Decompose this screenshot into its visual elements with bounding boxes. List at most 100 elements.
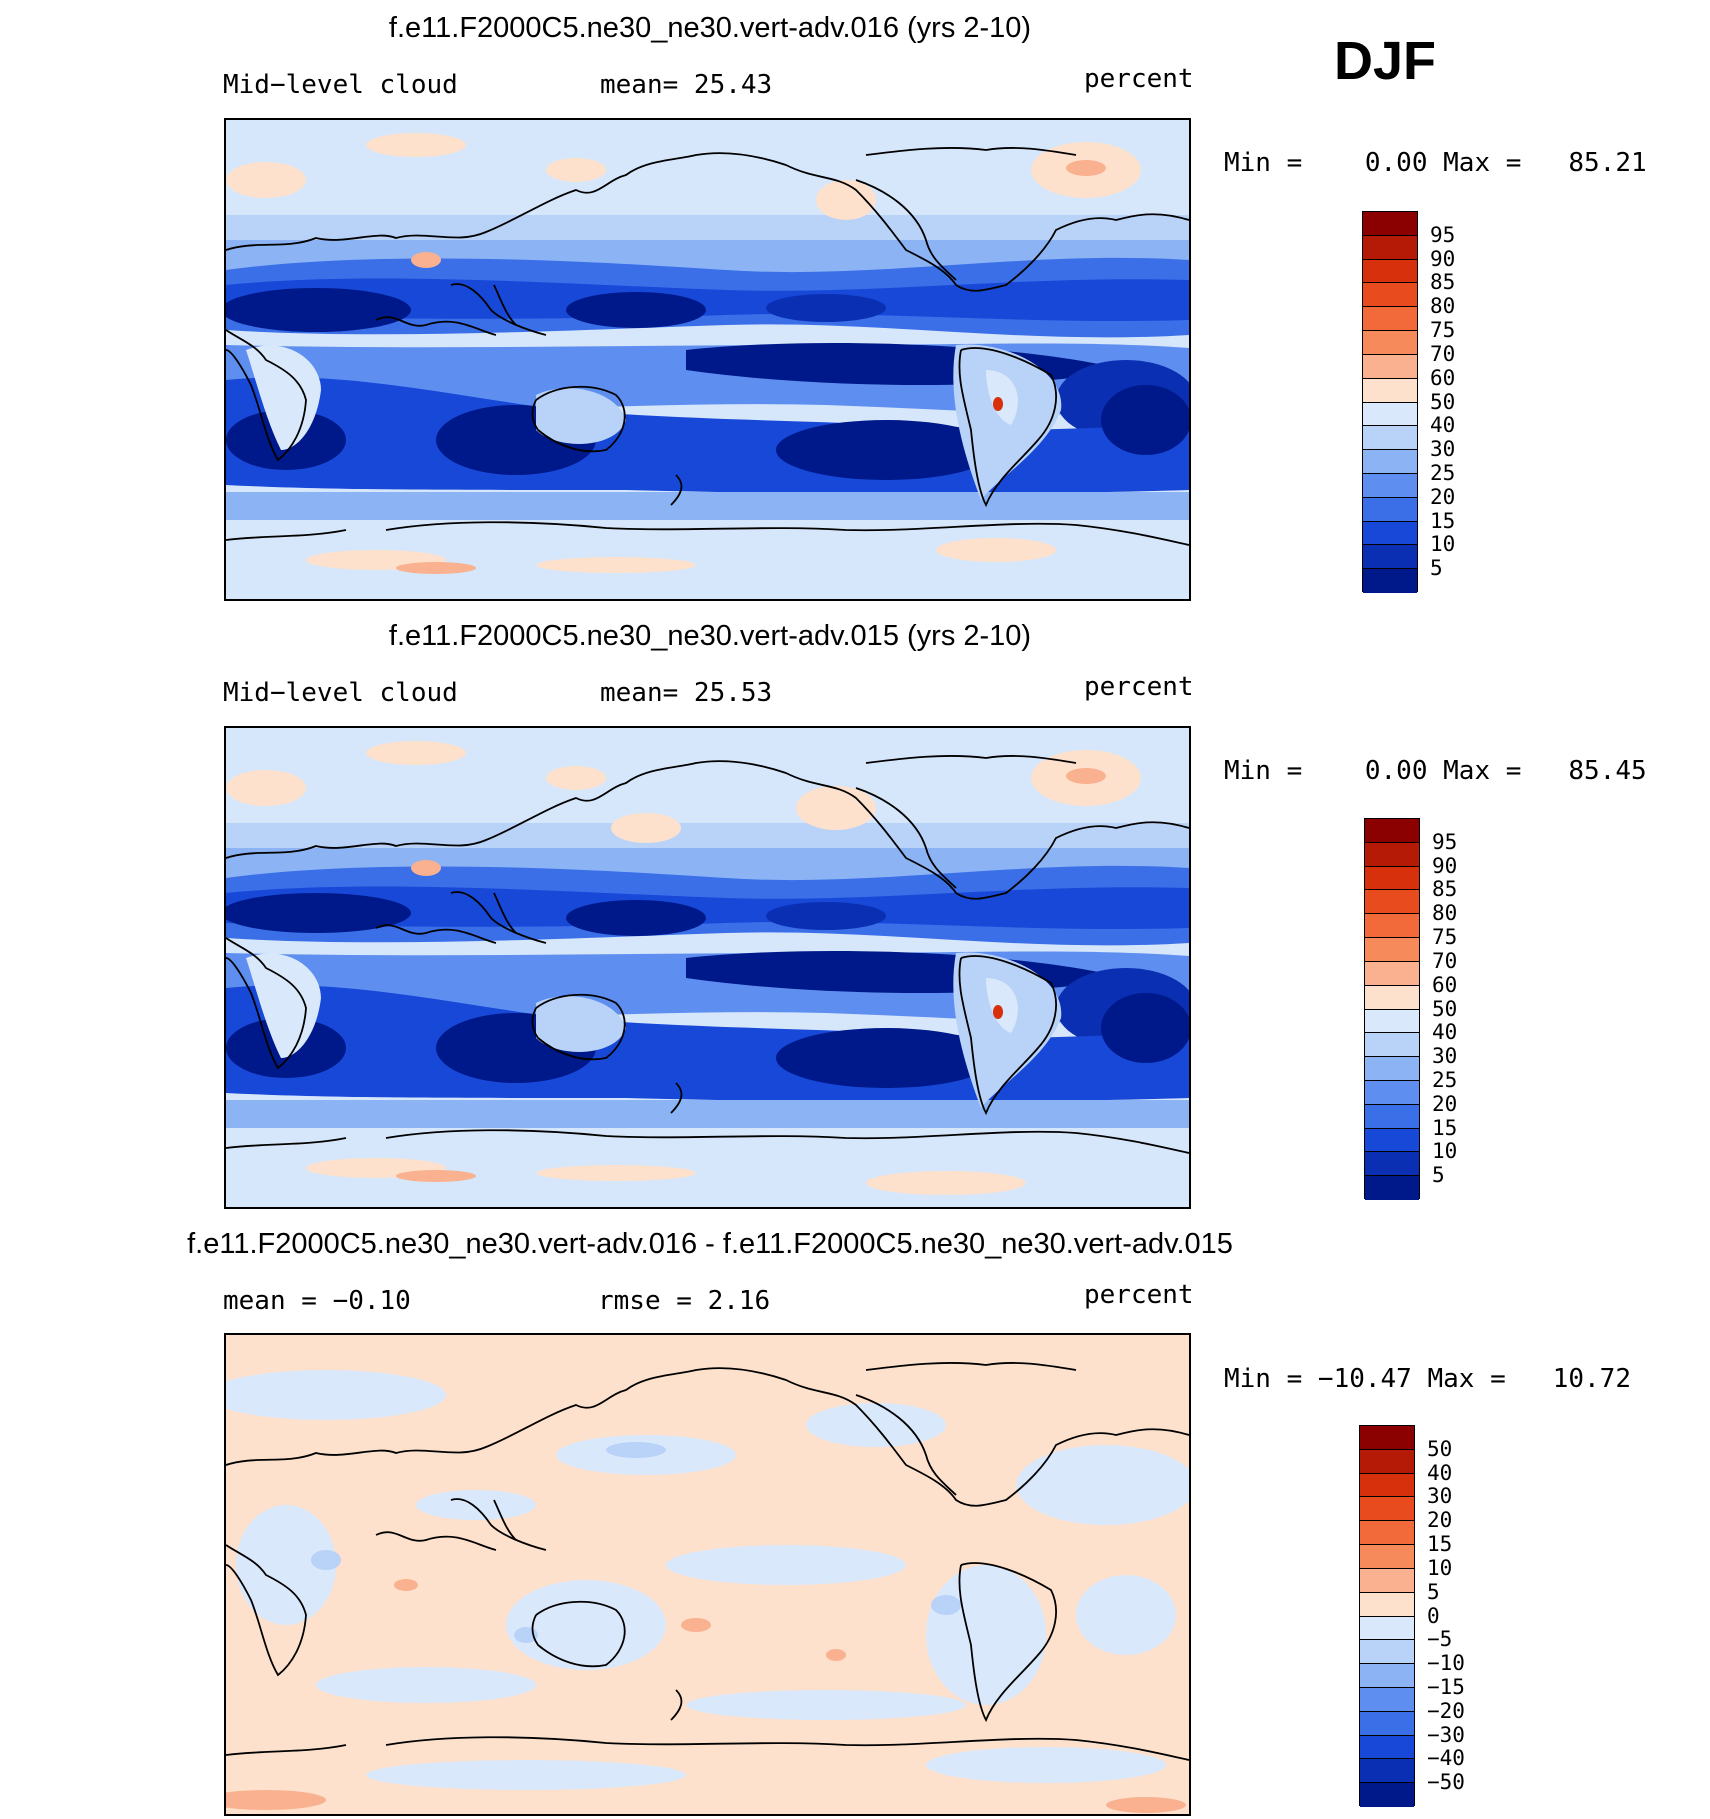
colorbar-swatch <box>1360 1426 1414 1450</box>
colorbar-swatch <box>1365 1009 1419 1034</box>
panel-1-mean-label: mean= 25.43 <box>600 70 773 100</box>
panel-1-colorbar-labels: 95 90 85 80 75 70 60 50 40 30 25 20 15 10 5 <box>1430 211 1510 592</box>
colorbar-swatch <box>1363 521 1417 546</box>
colorbar-tick-label: 40 <box>1427 1460 1453 1485</box>
panel-1-map <box>224 118 1191 601</box>
panel-2-units-label: percent <box>1084 672 1194 702</box>
colorbar-tick-label: 85 <box>1432 877 1458 902</box>
colorbar-swatch <box>1365 1057 1419 1081</box>
colorbar-swatch <box>1365 1152 1419 1177</box>
colorbar-tick-label: 75 <box>1430 318 1456 343</box>
colorbar-swatch <box>1360 1497 1414 1522</box>
colorbar-swatch <box>1360 1568 1414 1593</box>
colorbar-tick-label: 10 <box>1430 532 1456 557</box>
colorbar-tick-label: −15 <box>1427 1674 1465 1699</box>
panel-1-minmax: Min = 0.00 Max = 85.21 <box>1224 148 1647 178</box>
colorbar-swatch <box>1365 985 1419 1010</box>
panel-3-map-canvas <box>226 1335 1189 1814</box>
colorbar-swatch <box>1363 497 1417 522</box>
colorbar-tick-label: 15 <box>1430 508 1456 533</box>
colorbar-tick-label: 30 <box>1427 1484 1453 1509</box>
panel-2-colorbar-labels: 95 90 85 80 75 70 60 50 40 30 25 20 15 10 5 <box>1432 818 1512 1199</box>
colorbar-swatch <box>1365 1104 1419 1129</box>
colorbar-swatch <box>1363 212 1417 236</box>
colorbar-swatch <box>1365 1176 1419 1200</box>
panel-2-map-canvas <box>226 728 1189 1207</box>
colorbar-tick-label: 5 <box>1432 1163 1445 1188</box>
colorbar-swatch <box>1363 283 1417 308</box>
colorbar-tick-label: −50 <box>1427 1770 1465 1795</box>
panel-2-title: f.e11.F2000C5.ne30_ne30.vert-adv.015 (yr… <box>388 620 1032 652</box>
panel-2-colorbar <box>1364 818 1420 1200</box>
panel-3-minmax: Min = −10.47 Max = 10.72 <box>1224 1364 1631 1394</box>
colorbar-swatch <box>1365 1128 1419 1153</box>
colorbar-swatch <box>1360 1616 1414 1641</box>
colorbar-swatch <box>1363 354 1417 379</box>
colorbar-tick-label: 60 <box>1430 365 1456 390</box>
colorbar-tick-label: 15 <box>1427 1532 1453 1557</box>
colorbar-swatch <box>1365 890 1419 915</box>
colorbar-tick-label: 20 <box>1432 1091 1458 1116</box>
colorbar-swatch <box>1360 1521 1414 1546</box>
colorbar-swatch <box>1360 1473 1414 1498</box>
colorbar-swatch <box>1365 819 1419 843</box>
colorbar-swatch <box>1363 402 1417 427</box>
colorbar-tick-label: 0 <box>1427 1603 1440 1628</box>
colorbar-swatch <box>1363 545 1417 570</box>
colorbar-tick-label: 5 <box>1427 1579 1440 1604</box>
colorbar-swatch <box>1360 1759 1414 1784</box>
colorbar-tick-label: 50 <box>1427 1436 1453 1461</box>
colorbar-tick-label: −40 <box>1427 1746 1465 1771</box>
colorbar-swatch <box>1360 1640 1414 1665</box>
panel-1-units-label: percent <box>1084 64 1194 94</box>
colorbar-tick-label: 90 <box>1432 853 1458 878</box>
colorbar-swatch <box>1360 1592 1414 1617</box>
colorbar-swatch <box>1365 1033 1419 1058</box>
colorbar-swatch <box>1363 450 1417 474</box>
colorbar-swatch <box>1360 1449 1414 1474</box>
panel-1-colorbar <box>1362 211 1418 593</box>
colorbar-swatch <box>1363 426 1417 451</box>
colorbar-tick-label: 75 <box>1432 925 1458 950</box>
panel-3-units-label: percent <box>1084 1280 1194 1310</box>
colorbar-swatch <box>1363 569 1417 593</box>
panel-2-mean-label: mean= 25.53 <box>600 678 773 708</box>
panel-1-title: f.e11.F2000C5.ne30_ne30.vert-adv.016 (yr… <box>388 12 1032 44</box>
colorbar-tick-label: 50 <box>1432 996 1458 1021</box>
colorbar-tick-label: 40 <box>1430 413 1456 438</box>
colorbar-tick-label: 80 <box>1430 294 1456 319</box>
colorbar-swatch <box>1360 1783 1414 1807</box>
panel-2-minmax: Min = 0.00 Max = 85.45 <box>1224 756 1647 786</box>
colorbar-swatch <box>1365 938 1419 962</box>
colorbar-tick-label: 50 <box>1430 389 1456 414</box>
colorbar-swatch <box>1365 914 1419 939</box>
colorbar-tick-label: 20 <box>1427 1508 1453 1533</box>
colorbar-swatch <box>1365 842 1419 867</box>
colorbar-tick-label: 80 <box>1432 901 1458 926</box>
colorbar-tick-label: 95 <box>1430 222 1456 247</box>
colorbar-tick-label: −30 <box>1427 1722 1465 1747</box>
colorbar-tick-label: 30 <box>1430 437 1456 462</box>
colorbar-swatch <box>1360 1545 1414 1569</box>
colorbar-swatch <box>1363 331 1417 355</box>
colorbar-tick-label: 40 <box>1432 1020 1458 1045</box>
colorbar-tick-label: 60 <box>1432 972 1458 997</box>
colorbar-swatch <box>1365 961 1419 986</box>
panel-2-variable-label: Mid−level cloud <box>223 678 458 708</box>
panel-1-map-canvas <box>226 120 1189 599</box>
colorbar-tick-label: 95 <box>1432 829 1458 854</box>
colorbar-swatch <box>1365 866 1419 891</box>
colorbar-swatch <box>1360 1687 1414 1712</box>
colorbar-tick-label: 25 <box>1430 460 1456 485</box>
colorbar-tick-label: 90 <box>1430 246 1456 271</box>
colorbar-tick-label: 15 <box>1432 1115 1458 1140</box>
colorbar-tick-label: −20 <box>1427 1698 1465 1723</box>
colorbar-tick-label: 85 <box>1430 270 1456 295</box>
colorbar-tick-label: 20 <box>1430 484 1456 509</box>
colorbar-swatch <box>1363 235 1417 260</box>
panel-2-map <box>224 726 1191 1209</box>
panel-1-variable-label: Mid−level cloud <box>223 70 458 100</box>
colorbar-tick-label: 70 <box>1432 948 1458 973</box>
season-label: DJF <box>1334 31 1437 91</box>
colorbar-tick-label: 5 <box>1430 556 1443 581</box>
